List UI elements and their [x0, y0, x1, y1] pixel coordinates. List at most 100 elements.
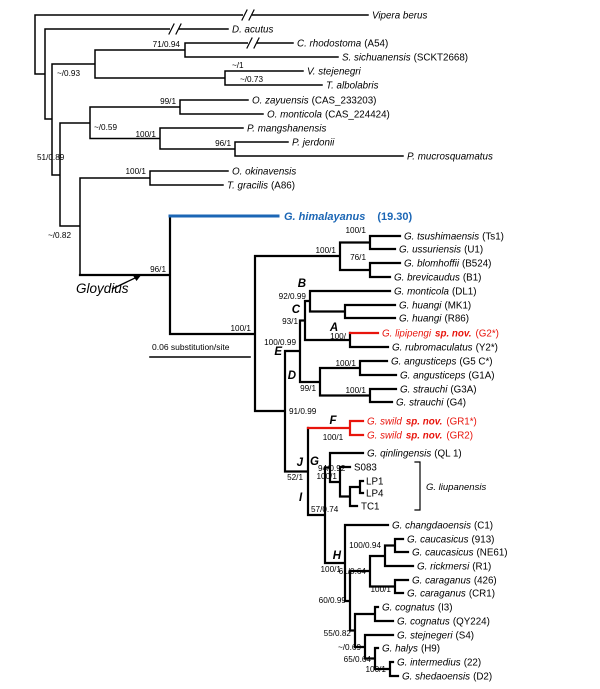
- taxon-label: G. cognatus (I3): [382, 603, 453, 614]
- support-value: 91/0.99: [289, 407, 317, 416]
- taxon-label: G. caucasicus (913): [407, 535, 494, 546]
- specimen-code: (GR2): [446, 431, 473, 442]
- support-value: ~/1: [232, 61, 244, 70]
- support-value: 99/1: [160, 97, 176, 106]
- specimen-code: (G5 C*): [459, 357, 492, 368]
- taxon-name: G. rubromaculatus: [392, 343, 473, 354]
- taxon-name: G. intermedius: [397, 658, 461, 669]
- specimen-code: (19.30): [377, 211, 412, 223]
- taxon-name: G. swild: [367, 417, 402, 428]
- support-value: 100/1: [136, 130, 157, 139]
- support-value: 76/1: [350, 253, 366, 262]
- clade-letter: J: [297, 457, 304, 469]
- taxon-name: S083: [354, 463, 377, 474]
- specimen-code: (SCKT2668): [414, 53, 468, 64]
- taxon-name: G. tsushimaensis: [404, 232, 479, 243]
- support-value: ~/0.69: [338, 643, 361, 652]
- support-value: ~/0.59: [94, 123, 117, 132]
- taxon-label: LP1: [366, 477, 383, 488]
- taxon-label: S. sichuanensis (SCKT2668): [342, 53, 468, 64]
- taxon-name: LP1: [366, 477, 383, 488]
- break-gap: [243, 9, 252, 21]
- taxon-name: G. cognatus: [382, 603, 435, 614]
- specimen-code: (H9): [421, 644, 440, 655]
- taxon-label: G. qinlingensis (QL 1): [367, 449, 462, 460]
- taxon-label-new-species: G. swild sp. nov. (GR2): [367, 431, 473, 442]
- taxon-name: G. changdaoensis: [392, 521, 471, 532]
- taxon-label: G. halys (H9): [382, 644, 440, 655]
- taxon-label: G. caraganus (CR1): [407, 589, 495, 600]
- specimen-code: (CAS_224424): [325, 110, 390, 121]
- taxon-name: T. gracilis: [227, 181, 268, 192]
- taxon-name: G. shedaoensis: [402, 672, 470, 683]
- taxon-label: O. monticola (CAS_224424): [267, 110, 390, 121]
- liupanensis-bracket: G. liupanensis: [414, 461, 486, 511]
- taxon-name: Vipera berus: [372, 11, 427, 22]
- taxon-name: TC1: [361, 502, 380, 513]
- taxon-name: G. caucasicus: [412, 548, 474, 559]
- taxon-label: G. strauchi (G4): [396, 398, 466, 409]
- support-labels: ~/0.93 71/0.94 ~/1 ~/0.73 99/1 ~/0.59 10…: [37, 40, 391, 674]
- support-value: 100/1: [366, 665, 387, 674]
- taxon-label: G. blomhoffii (B524): [404, 259, 491, 270]
- specimen-code: (DL1): [452, 287, 477, 298]
- specimen-code: (CAS_233203): [312, 96, 377, 107]
- scale-bar-label: 0.06 substitution/site: [152, 342, 230, 352]
- taxon-label: G. strauchi (G3A): [400, 385, 477, 396]
- break-slashes-icon: [168, 9, 260, 49]
- taxon-label: D. acutus: [232, 25, 273, 36]
- support-value: 100/1: [126, 167, 147, 176]
- specimen-code: (D2): [473, 672, 492, 683]
- specimen-code: (R1): [472, 562, 491, 573]
- break-gap: [248, 37, 257, 49]
- support-value: 100/1: [321, 565, 342, 574]
- genus-arrow-icon: [133, 274, 142, 281]
- taxon-name: G. caraganus: [407, 589, 466, 600]
- taxon-label: C. rhodostoma (A54): [297, 39, 388, 50]
- support-value: 100/0.94: [349, 541, 381, 550]
- taxon-labels: Vipera berus D. acutus C. rhodostoma (A54…: [227, 11, 508, 683]
- sp-nov-tag: sp. nov.: [406, 417, 442, 428]
- taxon-name: LP4: [366, 489, 384, 500]
- taxon-label: G. tsushimaensis (Ts1): [404, 232, 504, 243]
- taxon-label: TC1: [361, 502, 380, 513]
- outgroup-branches: [34, 14, 404, 276]
- bracket-label: G. liupanensis: [426, 482, 486, 493]
- taxon-name: G. swild: [367, 431, 402, 442]
- support-value: 100/1: [323, 433, 344, 442]
- clade-letter: H: [333, 550, 342, 562]
- support-value: 96/1: [215, 139, 231, 148]
- taxon-name: D. acutus: [232, 25, 273, 36]
- break-gap: [170, 23, 179, 35]
- clade-letter: E: [274, 346, 282, 358]
- taxon-name: V. stejenegri: [307, 67, 362, 78]
- taxon-label: G. shedaoensis (D2): [402, 672, 492, 683]
- taxon-label: G. caucasicus (NE61): [412, 548, 508, 559]
- taxon-label: G. huangi (MK1): [399, 301, 471, 312]
- specimen-code: (22): [464, 658, 481, 669]
- taxon-label: S083: [354, 463, 377, 474]
- support-value: 71/0.94: [153, 40, 181, 49]
- taxon-name: P. mangshanensis: [247, 124, 326, 135]
- clade-letter: A: [329, 322, 338, 334]
- taxon-name: G. lipipengi: [382, 329, 432, 340]
- tree-branches: [34, 14, 415, 678]
- taxon-name: G. caraganus: [412, 576, 471, 587]
- taxon-label: V. stejenegri: [307, 67, 362, 78]
- support-value: 99/1: [300, 384, 316, 393]
- taxon-name: O. monticola: [267, 110, 323, 121]
- sp-nov-tag: sp. nov.: [435, 329, 471, 340]
- support-value: 100/: [330, 332, 347, 341]
- taxon-label: P. jerdonii: [292, 138, 335, 149]
- taxon-label: G. cognatus (QY224): [397, 617, 490, 628]
- specimen-code: (C1): [474, 521, 493, 532]
- specimen-code: (G1A): [468, 371, 494, 382]
- support-value: ~/0.73: [240, 75, 263, 84]
- taxon-name: G. angusticeps: [400, 371, 465, 382]
- support-value: 51/0.89: [37, 153, 65, 162]
- support-value: 93/1: [282, 317, 298, 326]
- support-value: ~/0.93: [57, 69, 80, 78]
- support-value: 100/1: [336, 359, 357, 368]
- taxon-label: G. monticola (DL1): [394, 287, 477, 298]
- taxon-label: G. caraganus (426): [412, 576, 497, 587]
